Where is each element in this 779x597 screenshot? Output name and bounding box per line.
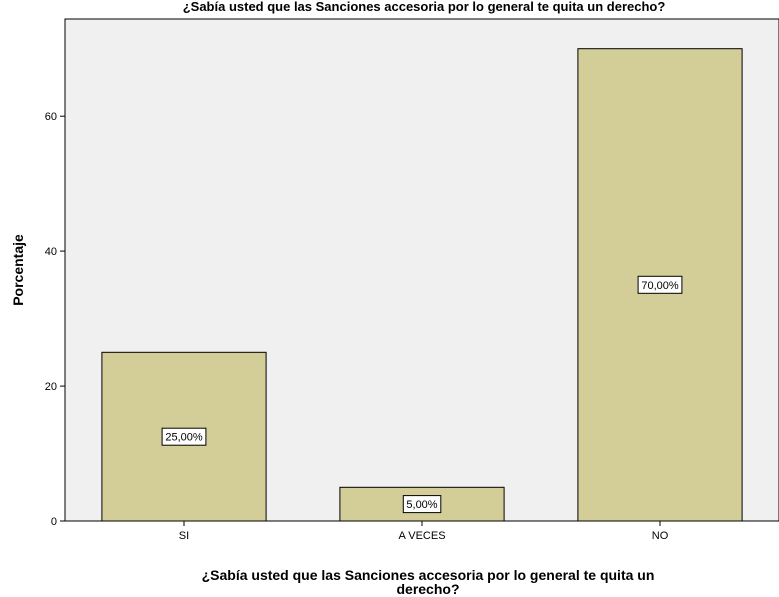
x-tick-label: SI (179, 530, 189, 542)
x-axis-title-line-1: ¿Sabía usted que las Sanciones accesoria… (202, 567, 655, 583)
x-tick-label: A VECES (398, 530, 445, 542)
x-tick-label: NO (652, 530, 669, 542)
data-label: 70,00% (641, 280, 679, 292)
y-axis-title: Porcentaje (10, 234, 26, 306)
y-tick-label: 40 (45, 246, 57, 258)
axes: SI A VECES NO 0 20 40 60 (45, 111, 669, 542)
y-tick-label: 0 (51, 516, 57, 528)
y-tick-label: 20 (45, 381, 57, 393)
chart-title: ¿Sabía usted que las Sanciones accesoria… (183, 0, 666, 14)
y-tick-label: 60 (45, 111, 57, 123)
data-label: 5,00% (406, 499, 437, 511)
data-label-box (637, 275, 683, 294)
data-label-box (161, 427, 207, 446)
data-label: 25,00% (165, 432, 203, 444)
x-axis-title-line-2: derecho? (396, 581, 459, 597)
data-label-box (402, 495, 442, 514)
bars-layer: 25,00% 5,00% 70,00% (101, 48, 743, 522)
